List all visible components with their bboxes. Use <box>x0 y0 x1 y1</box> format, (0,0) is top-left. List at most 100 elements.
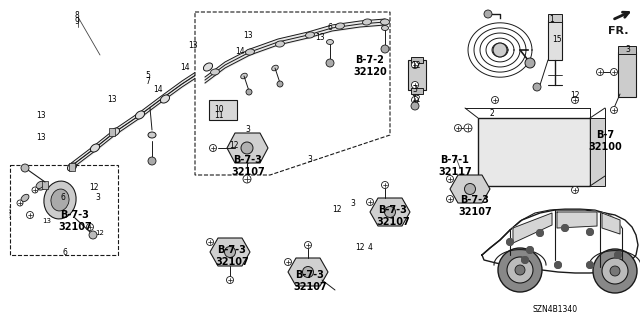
Text: 6: 6 <box>61 194 65 203</box>
Text: 13: 13 <box>188 41 198 49</box>
Bar <box>618 46 636 54</box>
Circle shape <box>412 81 419 88</box>
Circle shape <box>521 256 529 264</box>
Ellipse shape <box>381 19 390 25</box>
Bar <box>42 181 48 189</box>
Bar <box>411 88 423 94</box>
Text: B-7-3
32107: B-7-3 32107 <box>376 205 410 226</box>
Circle shape <box>498 248 542 292</box>
Ellipse shape <box>36 181 44 189</box>
Ellipse shape <box>241 142 253 154</box>
Circle shape <box>614 251 622 259</box>
Circle shape <box>86 224 93 231</box>
Circle shape <box>464 124 472 132</box>
Text: B-7-3
32107: B-7-3 32107 <box>215 245 249 267</box>
Circle shape <box>533 83 541 91</box>
Text: 14: 14 <box>235 47 245 56</box>
Circle shape <box>561 224 569 232</box>
Text: 2: 2 <box>490 108 494 117</box>
Text: 10: 10 <box>214 106 224 115</box>
Ellipse shape <box>465 183 476 195</box>
Circle shape <box>586 261 594 269</box>
Text: 13: 13 <box>107 95 117 105</box>
Circle shape <box>536 229 544 237</box>
Bar <box>209 100 237 120</box>
Circle shape <box>26 211 33 219</box>
Ellipse shape <box>385 206 396 218</box>
Circle shape <box>148 157 156 165</box>
Ellipse shape <box>21 194 29 202</box>
Text: 3: 3 <box>351 198 355 207</box>
Text: 1: 1 <box>550 16 554 25</box>
Text: SZN4B1340: SZN4B1340 <box>532 305 577 314</box>
Circle shape <box>554 261 562 269</box>
Ellipse shape <box>326 40 333 44</box>
Circle shape <box>536 229 544 237</box>
Circle shape <box>367 198 374 205</box>
Polygon shape <box>482 210 638 273</box>
Circle shape <box>572 97 579 103</box>
Circle shape <box>17 200 23 206</box>
Circle shape <box>484 10 492 18</box>
Text: 12: 12 <box>89 183 99 192</box>
Ellipse shape <box>67 163 77 171</box>
Circle shape <box>507 257 533 283</box>
Bar <box>548 14 562 22</box>
Circle shape <box>614 251 622 259</box>
Polygon shape <box>195 12 390 175</box>
Text: 8: 8 <box>75 11 79 20</box>
Circle shape <box>209 145 216 152</box>
Text: 14: 14 <box>153 85 163 94</box>
Circle shape <box>447 196 454 203</box>
Text: 12: 12 <box>355 243 365 253</box>
Circle shape <box>285 258 291 265</box>
Bar <box>408 60 426 90</box>
Text: B-7-3
32107: B-7-3 32107 <box>458 195 492 217</box>
Text: 5: 5 <box>145 70 150 79</box>
Circle shape <box>411 102 419 110</box>
Text: 14: 14 <box>180 63 190 71</box>
Text: 9: 9 <box>75 18 79 26</box>
Ellipse shape <box>276 41 284 47</box>
Ellipse shape <box>161 95 170 103</box>
Circle shape <box>89 231 97 239</box>
Text: 7: 7 <box>145 78 150 86</box>
Circle shape <box>593 249 637 293</box>
Circle shape <box>525 58 535 68</box>
Circle shape <box>21 164 29 172</box>
Circle shape <box>602 258 628 284</box>
Ellipse shape <box>246 49 255 55</box>
Text: 13: 13 <box>42 218 51 224</box>
Bar <box>618 52 636 97</box>
Polygon shape <box>557 212 597 228</box>
Bar <box>548 20 562 60</box>
Circle shape <box>506 238 514 246</box>
Text: B-7-3
32107: B-7-3 32107 <box>231 155 265 177</box>
Text: 12: 12 <box>412 61 420 70</box>
Circle shape <box>326 59 334 67</box>
Ellipse shape <box>51 189 69 211</box>
Circle shape <box>586 228 594 236</box>
Ellipse shape <box>136 111 145 119</box>
Text: 3: 3 <box>95 194 100 203</box>
Ellipse shape <box>381 26 388 31</box>
Circle shape <box>506 238 514 246</box>
Ellipse shape <box>241 73 247 79</box>
Text: 4: 4 <box>367 243 372 253</box>
Ellipse shape <box>111 128 120 136</box>
Circle shape <box>207 239 214 246</box>
Circle shape <box>521 256 529 264</box>
Text: 3: 3 <box>625 46 630 55</box>
Circle shape <box>515 265 525 275</box>
Circle shape <box>412 62 419 69</box>
Text: B-7
32100: B-7 32100 <box>588 130 622 152</box>
Circle shape <box>493 43 507 57</box>
Ellipse shape <box>211 69 220 75</box>
Circle shape <box>586 261 594 269</box>
Bar <box>478 118 590 186</box>
Text: 6: 6 <box>63 248 67 257</box>
Bar <box>590 118 605 186</box>
Polygon shape <box>288 258 328 286</box>
Circle shape <box>492 97 499 103</box>
Circle shape <box>611 69 618 76</box>
